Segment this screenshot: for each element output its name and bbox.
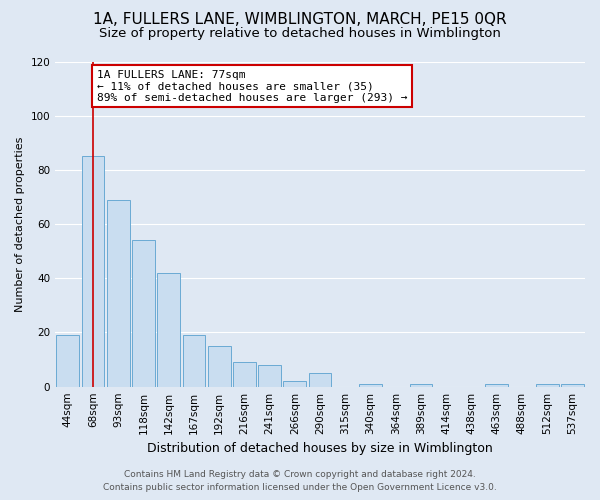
Bar — [182, 335, 205, 386]
Bar — [258, 365, 281, 386]
Bar — [283, 382, 306, 386]
Bar — [485, 384, 508, 386]
Bar — [536, 384, 559, 386]
Bar — [132, 240, 155, 386]
Bar — [561, 384, 584, 386]
Bar — [309, 373, 331, 386]
Text: Size of property relative to detached houses in Wimblington: Size of property relative to detached ho… — [99, 28, 501, 40]
Bar — [208, 346, 230, 387]
Bar — [82, 156, 104, 386]
Text: 1A FULLERS LANE: 77sqm
← 11% of detached houses are smaller (35)
89% of semi-det: 1A FULLERS LANE: 77sqm ← 11% of detached… — [97, 70, 407, 103]
Bar — [359, 384, 382, 386]
Bar — [157, 273, 180, 386]
Bar — [56, 335, 79, 386]
Bar — [233, 362, 256, 386]
Bar — [107, 200, 130, 386]
Y-axis label: Number of detached properties: Number of detached properties — [15, 136, 25, 312]
Text: Contains HM Land Registry data © Crown copyright and database right 2024.
Contai: Contains HM Land Registry data © Crown c… — [103, 470, 497, 492]
Text: 1A, FULLERS LANE, WIMBLINGTON, MARCH, PE15 0QR: 1A, FULLERS LANE, WIMBLINGTON, MARCH, PE… — [93, 12, 507, 28]
Bar — [410, 384, 433, 386]
X-axis label: Distribution of detached houses by size in Wimblington: Distribution of detached houses by size … — [147, 442, 493, 455]
